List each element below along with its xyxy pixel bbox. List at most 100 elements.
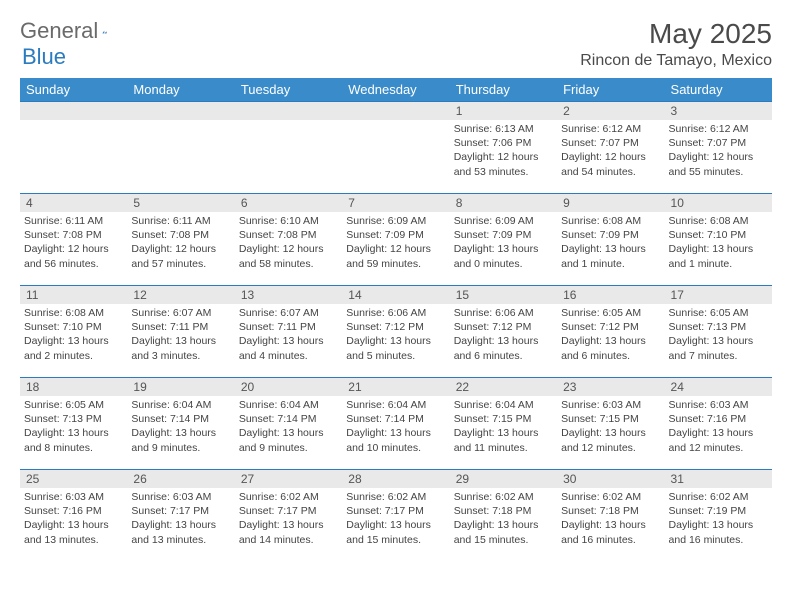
weekday-header: Friday bbox=[557, 78, 664, 102]
day-details: Sunrise: 6:03 AMSunset: 7:17 PMDaylight:… bbox=[127, 488, 234, 549]
day-number: 22 bbox=[450, 378, 557, 396]
sunrise-line: Sunrise: 6:04 AM bbox=[346, 398, 445, 412]
day-details: Sunrise: 6:05 AMSunset: 7:13 PMDaylight:… bbox=[665, 304, 772, 365]
day-details: Sunrise: 6:02 AMSunset: 7:18 PMDaylight:… bbox=[557, 488, 664, 549]
day-details: Sunrise: 6:02 AMSunset: 7:19 PMDaylight:… bbox=[665, 488, 772, 549]
calendar-day-cell: 18Sunrise: 6:05 AMSunset: 7:13 PMDayligh… bbox=[20, 378, 127, 470]
sunset-line: Sunset: 7:16 PM bbox=[669, 412, 768, 426]
sunset-line: Sunset: 7:12 PM bbox=[561, 320, 660, 334]
calendar-day-cell: 28Sunrise: 6:02 AMSunset: 7:17 PMDayligh… bbox=[342, 470, 449, 562]
logo-text-general: General bbox=[20, 18, 98, 44]
month-title: May 2025 bbox=[580, 18, 772, 50]
calendar-day-cell bbox=[342, 102, 449, 194]
sunset-line: Sunset: 7:09 PM bbox=[561, 228, 660, 242]
day-details: Sunrise: 6:13 AMSunset: 7:06 PMDaylight:… bbox=[450, 120, 557, 181]
sunset-line: Sunset: 7:06 PM bbox=[454, 136, 553, 150]
calendar-day-cell bbox=[20, 102, 127, 194]
calendar-week-row: 11Sunrise: 6:08 AMSunset: 7:10 PMDayligh… bbox=[20, 286, 772, 378]
sunset-line: Sunset: 7:18 PM bbox=[454, 504, 553, 518]
daylight-line: Daylight: 13 hours and 14 minutes. bbox=[239, 518, 338, 546]
day-number: 7 bbox=[342, 194, 449, 212]
calendar-day-cell: 11Sunrise: 6:08 AMSunset: 7:10 PMDayligh… bbox=[20, 286, 127, 378]
calendar-day-cell: 19Sunrise: 6:04 AMSunset: 7:14 PMDayligh… bbox=[127, 378, 234, 470]
day-number: 5 bbox=[127, 194, 234, 212]
sunrise-line: Sunrise: 6:02 AM bbox=[669, 490, 768, 504]
day-details: Sunrise: 6:02 AMSunset: 7:18 PMDaylight:… bbox=[450, 488, 557, 549]
day-number bbox=[342, 102, 449, 120]
logo: General bbox=[20, 18, 130, 44]
calendar-day-cell: 30Sunrise: 6:02 AMSunset: 7:18 PMDayligh… bbox=[557, 470, 664, 562]
daylight-line: Daylight: 13 hours and 13 minutes. bbox=[131, 518, 230, 546]
day-details: Sunrise: 6:06 AMSunset: 7:12 PMDaylight:… bbox=[342, 304, 449, 365]
logo-sails-icon bbox=[102, 23, 107, 41]
calendar-day-cell: 2Sunrise: 6:12 AMSunset: 7:07 PMDaylight… bbox=[557, 102, 664, 194]
calendar-week-row: 4Sunrise: 6:11 AMSunset: 7:08 PMDaylight… bbox=[20, 194, 772, 286]
daylight-line: Daylight: 13 hours and 9 minutes. bbox=[131, 426, 230, 454]
day-number: 23 bbox=[557, 378, 664, 396]
calendar-day-cell: 22Sunrise: 6:04 AMSunset: 7:15 PMDayligh… bbox=[450, 378, 557, 470]
daylight-line: Daylight: 13 hours and 0 minutes. bbox=[454, 242, 553, 270]
location-text: Rincon de Tamayo, Mexico bbox=[580, 52, 772, 70]
day-number: 17 bbox=[665, 286, 772, 304]
day-number: 13 bbox=[235, 286, 342, 304]
day-details: Sunrise: 6:11 AMSunset: 7:08 PMDaylight:… bbox=[127, 212, 234, 273]
calendar-day-cell: 21Sunrise: 6:04 AMSunset: 7:14 PMDayligh… bbox=[342, 378, 449, 470]
calendar-day-cell: 24Sunrise: 6:03 AMSunset: 7:16 PMDayligh… bbox=[665, 378, 772, 470]
header: General May 2025 Rincon de Tamayo, Mexic… bbox=[20, 18, 772, 70]
daylight-line: Daylight: 13 hours and 4 minutes. bbox=[239, 334, 338, 362]
day-number: 27 bbox=[235, 470, 342, 488]
weekday-header: Monday bbox=[127, 78, 234, 102]
calendar-body: 1Sunrise: 6:13 AMSunset: 7:06 PMDaylight… bbox=[20, 102, 772, 562]
sunrise-line: Sunrise: 6:03 AM bbox=[669, 398, 768, 412]
day-number: 24 bbox=[665, 378, 772, 396]
calendar-day-cell: 10Sunrise: 6:08 AMSunset: 7:10 PMDayligh… bbox=[665, 194, 772, 286]
calendar-day-cell: 23Sunrise: 6:03 AMSunset: 7:15 PMDayligh… bbox=[557, 378, 664, 470]
calendar-day-cell: 16Sunrise: 6:05 AMSunset: 7:12 PMDayligh… bbox=[557, 286, 664, 378]
calendar-day-cell: 6Sunrise: 6:10 AMSunset: 7:08 PMDaylight… bbox=[235, 194, 342, 286]
calendar-table: SundayMondayTuesdayWednesdayThursdayFrid… bbox=[20, 78, 772, 562]
day-details: Sunrise: 6:04 AMSunset: 7:14 PMDaylight:… bbox=[342, 396, 449, 457]
day-details: Sunrise: 6:10 AMSunset: 7:08 PMDaylight:… bbox=[235, 212, 342, 273]
sunrise-line: Sunrise: 6:12 AM bbox=[561, 122, 660, 136]
daylight-line: Daylight: 13 hours and 1 minute. bbox=[669, 242, 768, 270]
sunrise-line: Sunrise: 6:02 AM bbox=[239, 490, 338, 504]
sunset-line: Sunset: 7:17 PM bbox=[239, 504, 338, 518]
calendar-head: SundayMondayTuesdayWednesdayThursdayFrid… bbox=[20, 78, 772, 102]
day-number bbox=[20, 102, 127, 120]
day-details: Sunrise: 6:03 AMSunset: 7:15 PMDaylight:… bbox=[557, 396, 664, 457]
sunset-line: Sunset: 7:11 PM bbox=[131, 320, 230, 334]
day-details: Sunrise: 6:08 AMSunset: 7:10 PMDaylight:… bbox=[665, 212, 772, 273]
day-details: Sunrise: 6:08 AMSunset: 7:10 PMDaylight:… bbox=[20, 304, 127, 365]
day-number: 26 bbox=[127, 470, 234, 488]
weekday-header: Saturday bbox=[665, 78, 772, 102]
day-details: Sunrise: 6:03 AMSunset: 7:16 PMDaylight:… bbox=[665, 396, 772, 457]
sunrise-line: Sunrise: 6:09 AM bbox=[346, 214, 445, 228]
calendar-day-cell: 26Sunrise: 6:03 AMSunset: 7:17 PMDayligh… bbox=[127, 470, 234, 562]
day-number: 21 bbox=[342, 378, 449, 396]
sunset-line: Sunset: 7:11 PM bbox=[239, 320, 338, 334]
calendar-week-row: 1Sunrise: 6:13 AMSunset: 7:06 PMDaylight… bbox=[20, 102, 772, 194]
day-number: 8 bbox=[450, 194, 557, 212]
daylight-line: Daylight: 13 hours and 6 minutes. bbox=[454, 334, 553, 362]
daylight-line: Daylight: 12 hours and 58 minutes. bbox=[239, 242, 338, 270]
sunset-line: Sunset: 7:07 PM bbox=[669, 136, 768, 150]
daylight-line: Daylight: 13 hours and 15 minutes. bbox=[346, 518, 445, 546]
daylight-line: Daylight: 13 hours and 2 minutes. bbox=[24, 334, 123, 362]
weekday-header: Tuesday bbox=[235, 78, 342, 102]
sunrise-line: Sunrise: 6:08 AM bbox=[669, 214, 768, 228]
sunset-line: Sunset: 7:12 PM bbox=[454, 320, 553, 334]
calendar-day-cell: 29Sunrise: 6:02 AMSunset: 7:18 PMDayligh… bbox=[450, 470, 557, 562]
calendar-day-cell: 31Sunrise: 6:02 AMSunset: 7:19 PMDayligh… bbox=[665, 470, 772, 562]
calendar-day-cell: 25Sunrise: 6:03 AMSunset: 7:16 PMDayligh… bbox=[20, 470, 127, 562]
day-number: 20 bbox=[235, 378, 342, 396]
sunset-line: Sunset: 7:10 PM bbox=[24, 320, 123, 334]
day-details: Sunrise: 6:12 AMSunset: 7:07 PMDaylight:… bbox=[557, 120, 664, 181]
weekday-header: Sunday bbox=[20, 78, 127, 102]
sunset-line: Sunset: 7:14 PM bbox=[131, 412, 230, 426]
day-number bbox=[127, 102, 234, 120]
sunset-line: Sunset: 7:08 PM bbox=[131, 228, 230, 242]
day-number: 3 bbox=[665, 102, 772, 120]
sunset-line: Sunset: 7:09 PM bbox=[346, 228, 445, 242]
sunrise-line: Sunrise: 6:02 AM bbox=[454, 490, 553, 504]
day-number: 16 bbox=[557, 286, 664, 304]
